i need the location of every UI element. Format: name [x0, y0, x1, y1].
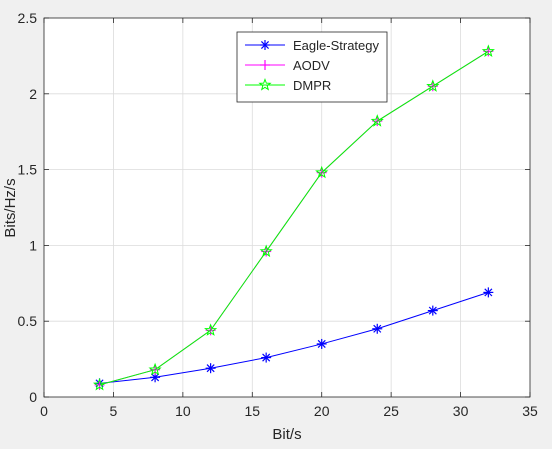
x-tick-label: 25: [383, 403, 399, 419]
data-point: [148, 362, 162, 376]
data-point: [92, 377, 107, 391]
data-point: [204, 323, 218, 336]
data-point: [370, 114, 384, 127]
series-layer: [92, 44, 495, 391]
grid-lines: [44, 18, 530, 397]
legend-marker: [260, 40, 270, 50]
y-tick-label: 2.5: [18, 10, 38, 26]
x-tick-labels: 0 5 10 15 20 25 30 35: [40, 403, 538, 419]
legend-entry: Eagle-Strategy: [245, 38, 379, 53]
x-tick-label: 5: [110, 403, 118, 419]
data-point: [150, 372, 161, 383]
data-point: [426, 79, 440, 92]
series-2: [92, 44, 495, 391]
data-point: [315, 165, 329, 179]
legend-entry: DMPR: [245, 78, 331, 93]
legend-label: DMPR: [293, 78, 331, 93]
data-point: [483, 287, 494, 298]
y-tick-label: 1: [29, 237, 37, 253]
legend-label: AODV: [293, 58, 330, 73]
x-tick-label: 15: [244, 403, 260, 419]
legend-marker: [260, 60, 270, 70]
y-axis-label: Bits/Hz/s: [2, 178, 19, 237]
x-tick-label: 10: [175, 403, 191, 419]
series-0: [94, 287, 494, 389]
series-line: [99, 50, 489, 386]
data-point: [481, 44, 495, 57]
x-tick-label: 20: [314, 403, 330, 419]
data-point: [427, 305, 438, 316]
y-tick-labels: 0 0.5 1 1.5 2 2.5: [18, 10, 38, 405]
data-point: [261, 352, 272, 363]
x-tick-label: 0: [40, 403, 48, 419]
y-tick-label: 0: [29, 389, 37, 405]
plot-frame: [43, 17, 531, 398]
tick-marks: [43, 17, 531, 398]
data-point: [259, 244, 273, 258]
data-point: [205, 363, 216, 374]
data-point: [372, 323, 383, 334]
x-tick-label: 35: [522, 403, 538, 419]
x-axis-label: Bit/s: [272, 426, 301, 443]
legend-marker: [258, 78, 272, 91]
series-line: [99, 291, 489, 384]
x-tick-label: 30: [453, 403, 469, 419]
y-tick-label: 2: [29, 86, 37, 102]
y-tick-label: 0.5: [18, 313, 38, 329]
y-tick-label: 1.5: [18, 162, 38, 178]
legend: Eagle-Strategy AODV DMPR: [236, 31, 388, 103]
legend-box: [236, 31, 388, 103]
legend-entry: AODV: [245, 58, 330, 73]
data-point: [316, 338, 327, 349]
legend-label: Eagle-Strategy: [293, 38, 379, 53]
